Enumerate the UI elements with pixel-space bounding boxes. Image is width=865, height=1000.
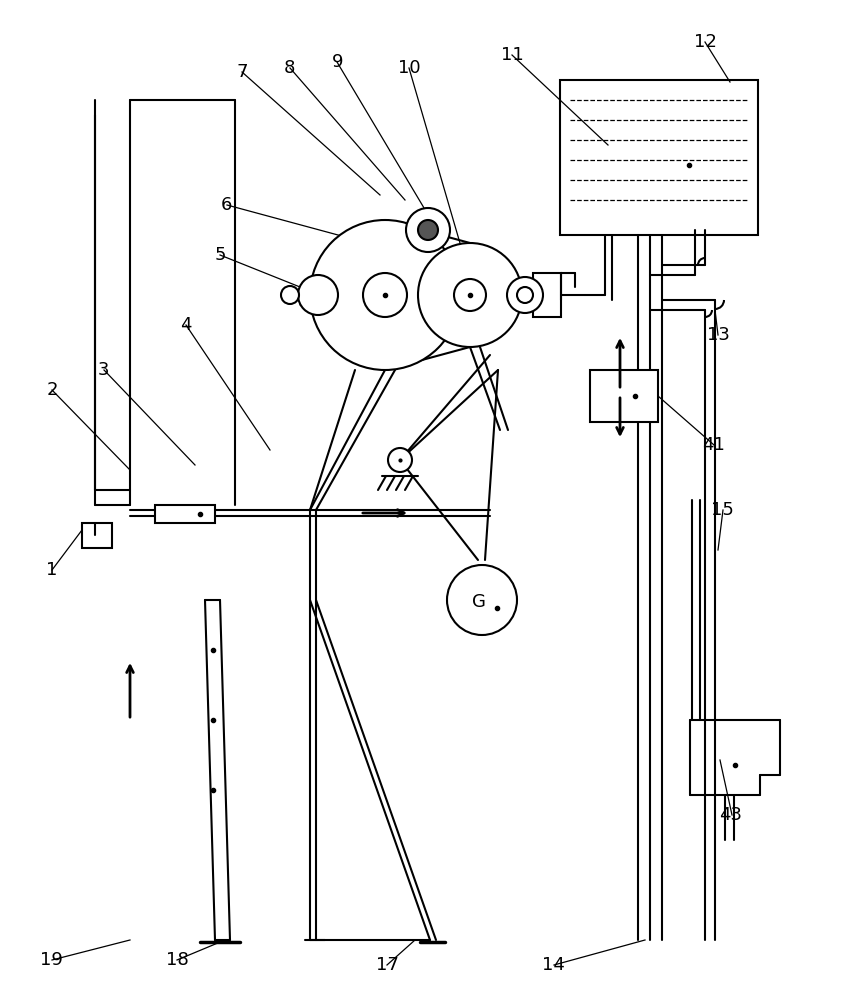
Circle shape	[406, 208, 450, 252]
Text: 17: 17	[376, 956, 399, 974]
Text: 12: 12	[694, 33, 716, 51]
Circle shape	[507, 277, 543, 313]
Text: 6: 6	[221, 196, 233, 214]
Bar	[533, 273, 561, 317]
Text: 41: 41	[702, 436, 725, 454]
Circle shape	[454, 279, 486, 311]
Text: 15: 15	[711, 501, 734, 519]
Circle shape	[447, 565, 517, 635]
Circle shape	[388, 448, 412, 472]
Text: 7: 7	[236, 63, 248, 81]
Text: 8: 8	[284, 59, 296, 77]
Text: 19: 19	[41, 951, 63, 969]
Circle shape	[281, 286, 299, 304]
Text: 2: 2	[46, 381, 58, 399]
Bar	[560, 80, 758, 235]
Text: 43: 43	[720, 806, 742, 824]
Text: 9: 9	[331, 53, 343, 71]
Text: 14: 14	[542, 956, 565, 974]
Text: 13: 13	[707, 326, 729, 344]
Circle shape	[418, 243, 522, 347]
Circle shape	[310, 220, 460, 370]
Bar	[155, 505, 215, 523]
Bar	[82, 523, 112, 548]
Text: 1: 1	[46, 561, 58, 579]
Text: 18: 18	[166, 951, 189, 969]
Text: 11: 11	[501, 46, 523, 64]
Circle shape	[418, 220, 438, 240]
Circle shape	[517, 287, 533, 303]
Text: 10: 10	[398, 59, 420, 77]
Text: 4: 4	[180, 316, 192, 334]
Text: G: G	[472, 593, 486, 611]
Text: 5: 5	[215, 246, 227, 264]
Text: 3: 3	[98, 361, 110, 379]
Circle shape	[298, 275, 338, 315]
Bar	[590, 370, 658, 422]
Circle shape	[363, 273, 407, 317]
